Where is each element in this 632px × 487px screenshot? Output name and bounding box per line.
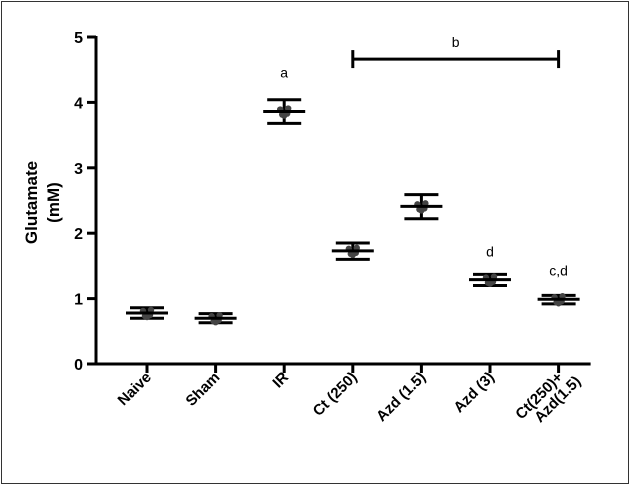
y-tick-label: 0 bbox=[74, 357, 83, 374]
x-category-label: Ct (250) bbox=[310, 369, 361, 420]
bracket-label: b bbox=[452, 34, 460, 50]
y-tick-label: 2 bbox=[74, 226, 83, 243]
y-tick-label: 5 bbox=[74, 30, 83, 47]
significance-label: a bbox=[280, 65, 288, 81]
y-tick-label: 3 bbox=[74, 161, 83, 178]
y-tick-label: 4 bbox=[74, 95, 83, 112]
y-tick-label: 1 bbox=[74, 292, 83, 309]
y-axis-title: Glutamate bbox=[22, 161, 41, 244]
x-category-label: Azd (3) bbox=[450, 369, 497, 416]
significance-label: c,d bbox=[549, 263, 568, 279]
y-axis-title: (mM) bbox=[44, 182, 63, 223]
x-category-label: Naive bbox=[115, 369, 155, 409]
x-category-label: IR bbox=[269, 369, 292, 392]
significance-label: d bbox=[486, 244, 494, 260]
x-category-label: Sham bbox=[183, 369, 224, 410]
x-category-label: Azd (1.5) bbox=[373, 369, 429, 425]
